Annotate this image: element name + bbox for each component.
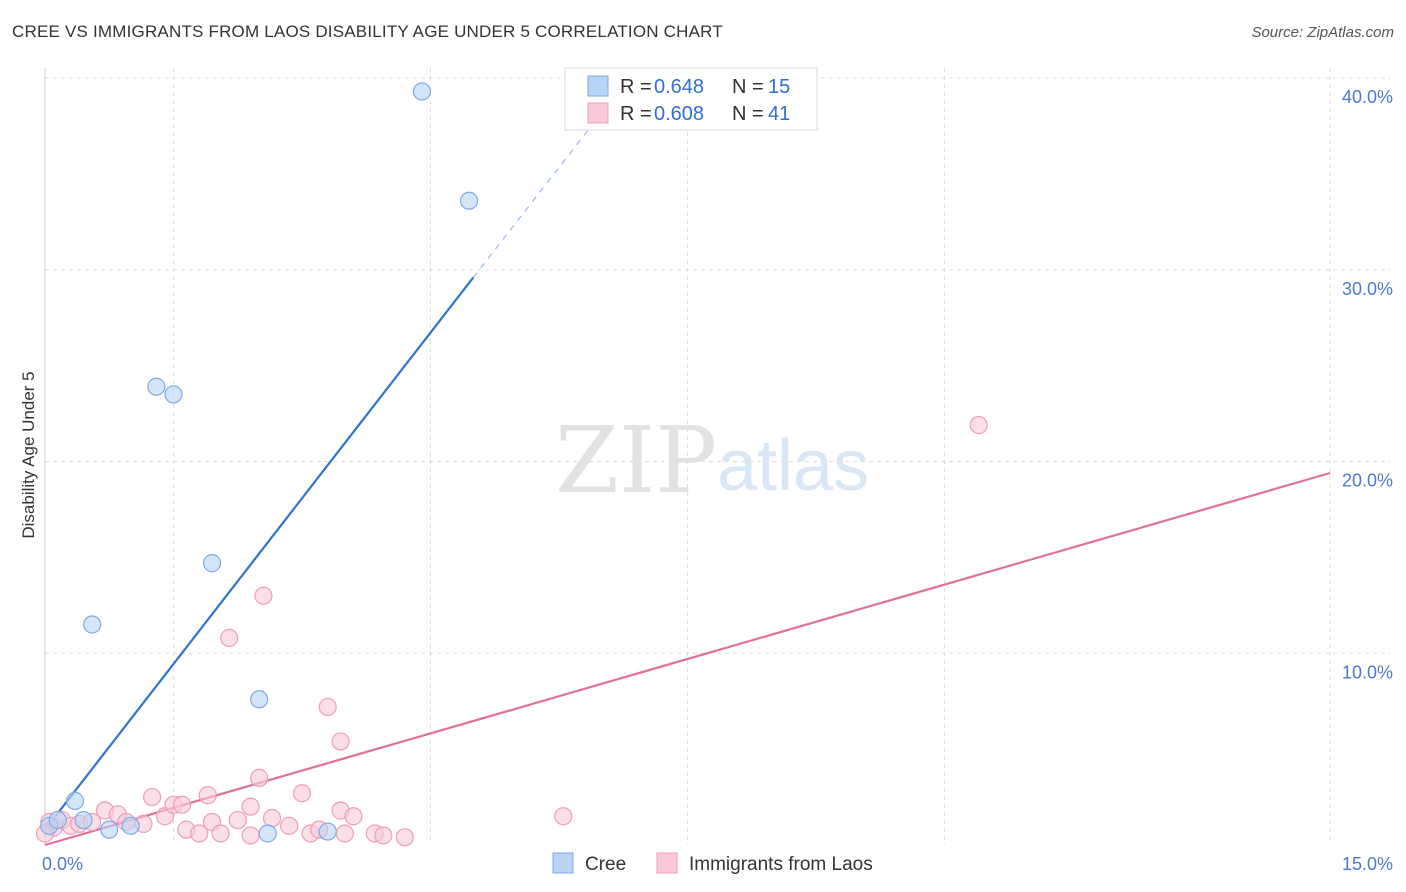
laos-data-point[interactable] [211,824,230,843]
legend-cree-swatch [587,75,609,97]
watermark-atlas: atlas [717,426,869,506]
series-legend: Cree Immigrants from Laos [552,852,873,875]
bottom-legend-cree-label[interactable]: Cree [585,854,626,875]
cree-trend-line [44,276,475,831]
y-tick-labels: 10.0% 20.0% 30.0% 40.0% [1342,87,1393,682]
chart-title: CREE VS IMMIGRANTS FROM LAOS DISABILITY … [12,22,723,41]
laos-data-point[interactable] [335,824,354,843]
laos-data-point[interactable] [344,807,363,826]
x-tick-labels: 0.0% 15.0% [42,854,1393,874]
laos-data-point[interactable] [554,807,573,826]
y-axis-label: Disability Age Under 5 [19,371,38,538]
x-tick-label: 15.0% [1342,854,1393,874]
cree-data-point[interactable] [121,816,140,835]
cree-data-point[interactable] [147,377,166,396]
chart-source: Source: ZipAtlas.com [1251,24,1394,41]
laos-data-point[interactable] [969,415,988,435]
cree-data-point[interactable] [48,810,67,830]
cree-data-point[interactable] [202,554,222,573]
laos-data-point[interactable] [190,824,209,843]
bottom-legend-laos-swatch[interactable] [656,852,678,874]
correlation-legend: R = 0.648 N = 15 R = 0.608 N = 41 [564,67,818,131]
cree-data-point[interactable] [164,385,183,404]
watermark-zip: ZIP [555,407,717,514]
bottom-legend-laos-label[interactable]: Immigrants from Laos [689,854,873,875]
legend-laos-n-label: N = [732,103,769,125]
laos-data-point[interactable] [331,732,350,751]
laos-data-point[interactable] [142,787,162,807]
laos-data-point[interactable] [262,809,282,828]
laos-data-point[interactable] [280,816,299,835]
cree-data-point[interactable] [459,191,479,210]
cree-data-point[interactable] [100,820,119,839]
legend-cree-n-value: 15 [768,76,790,98]
laos-data-point[interactable] [318,697,337,717]
cree-data-point[interactable] [318,822,337,841]
cree-data-point[interactable] [250,690,269,709]
grid-layer [45,68,1390,845]
data-points [35,82,988,847]
laos-data-point[interactable] [172,795,192,814]
laos-data-point[interactable] [374,826,393,845]
y-tick-label: 10.0% [1342,662,1393,682]
cree-data-point[interactable] [412,82,432,101]
laos-data-point[interactable] [241,797,260,816]
x-tick-label: 0.0% [42,854,83,874]
y-tick-label: 20.0% [1342,471,1393,491]
y-tick-label: 30.0% [1342,279,1393,299]
legend-laos-n-value: 41 [768,103,790,125]
cree-data-point[interactable] [65,791,85,810]
laos-data-point[interactable] [228,810,247,830]
legend-cree-r-label: R = [620,76,657,98]
bottom-legend-cree-swatch[interactable] [552,852,574,874]
laos-data-point[interactable] [198,786,217,805]
laos-data-point[interactable] [395,828,414,847]
legend-laos-swatch [587,102,609,124]
legend-laos-r-label: R = [620,103,657,125]
laos-data-point[interactable] [241,826,260,845]
y-tick-label: 40.0% [1342,87,1393,107]
cree-trend-extension [472,112,603,278]
laos-data-point[interactable] [250,768,269,787]
legend-cree-n-label: N = [732,76,769,98]
cree-data-point[interactable] [258,824,277,843]
watermark: ZIP atlas [555,407,869,514]
legend-laos-r-value: 0.608 [654,103,704,125]
laos-data-point[interactable] [220,628,239,648]
legend-cree-r-value: 0.648 [654,76,704,98]
cree-data-point[interactable] [83,615,102,634]
laos-data-point[interactable] [254,586,273,605]
laos-data-point[interactable] [292,784,312,803]
cree-data-point[interactable] [74,810,93,830]
